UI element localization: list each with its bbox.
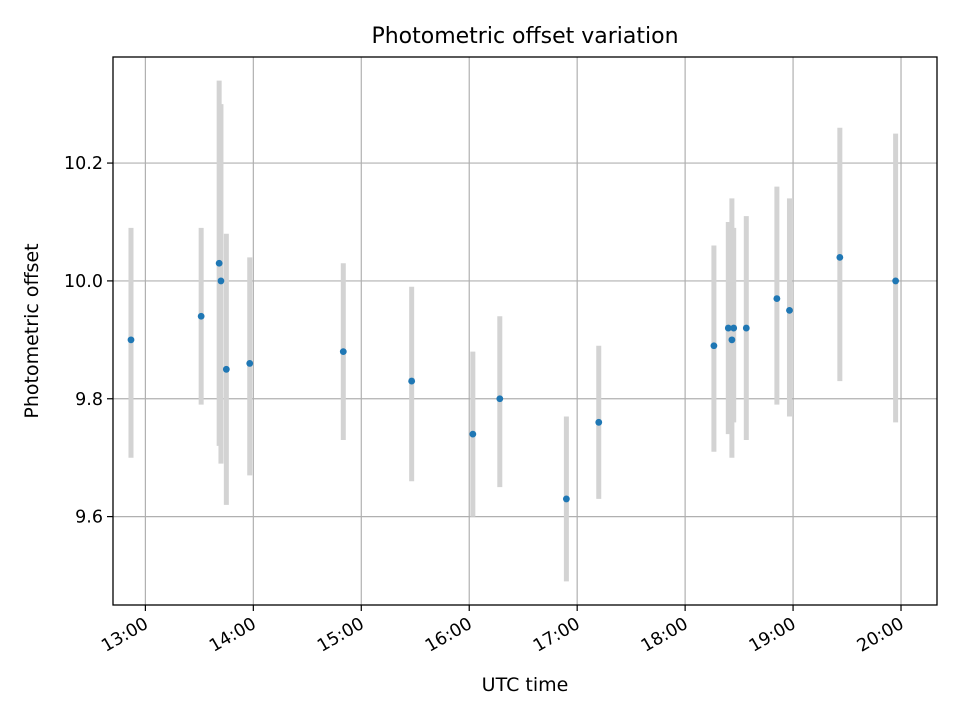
data-point: [710, 342, 718, 350]
data-point: [339, 348, 347, 356]
data-point: [730, 324, 738, 332]
data-point: [496, 395, 504, 403]
data-point: [469, 430, 477, 438]
data-point: [786, 306, 793, 314]
x-tick-label: 13:00: [98, 614, 152, 657]
data-point: [892, 277, 900, 285]
x-tick-label: 14:00: [206, 614, 260, 657]
grid-layer: [113, 57, 937, 605]
x-tick-label: 19:00: [746, 614, 800, 657]
data-point: [836, 253, 844, 261]
y-axis: 9.6 9.8 10.0 10.2: [64, 154, 113, 528]
y-tick-label: 10.0: [64, 272, 103, 292]
data-point: [408, 377, 416, 385]
chart-title: Photometric offset variation: [371, 24, 678, 49]
data-point: [222, 365, 230, 373]
y-tick-label: 10.2: [64, 154, 103, 174]
y-tick-label: 9.8: [75, 390, 103, 410]
data-point: [724, 324, 732, 332]
data-point: [773, 295, 781, 302]
plot-frame: [112, 56, 938, 606]
x-tick-label: 20:00: [854, 614, 908, 657]
x-tick-label: 16:00: [422, 614, 476, 657]
x-tick-label: 18:00: [638, 614, 692, 657]
data-point: [595, 418, 603, 426]
x-axis-label: UTC time: [482, 674, 569, 696]
data-point: [742, 324, 750, 332]
data-point: [217, 277, 225, 285]
data-point: [562, 495, 570, 503]
x-tick-label: 15:00: [314, 614, 368, 657]
errorbar-layer: [128, 80, 899, 582]
y-tick-label: 9.6: [75, 508, 103, 528]
data-point: [728, 336, 736, 344]
x-axis: 13:00 14:00 15:00 16:00 17:00 18:00 19:00 20:00: [98, 605, 908, 657]
y-axis-label: Photometric offset: [21, 243, 43, 418]
data-point: [127, 336, 135, 344]
data-point: [215, 259, 223, 267]
data-point: [246, 360, 254, 367]
data-point: [197, 312, 205, 320]
point-layer: [127, 253, 900, 503]
x-tick-label: 17:00: [530, 614, 584, 657]
